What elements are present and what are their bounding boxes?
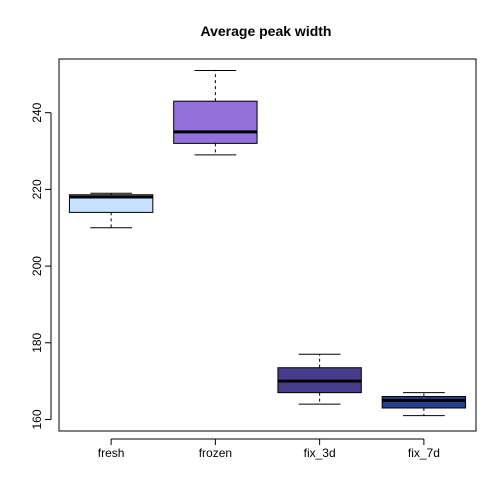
y-axis: 160 180 200 220 240 <box>30 102 52 430</box>
plot-frame <box>58 58 477 432</box>
y-tick-label: 200 <box>30 256 44 276</box>
chart-title: Average peak width <box>201 23 332 39</box>
iqr-box <box>68 194 154 213</box>
x-axis: fresh frozen fix_3d fix_7d <box>98 438 440 460</box>
box-fix_3d <box>277 353 362 405</box>
y-tick-label: 180 <box>30 332 44 352</box>
y-tick-label: 160 <box>30 409 44 429</box>
x-tick-label: fix_3d <box>304 446 336 460</box>
x-tick-label: fix_7d <box>408 446 440 460</box>
box-fresh <box>68 192 154 229</box>
iqr-box <box>381 395 467 409</box>
x-tick-label: fresh <box>98 446 125 460</box>
y-tick-label: 240 <box>30 102 44 122</box>
iqr-box <box>173 100 258 144</box>
y-tick-label: 220 <box>30 179 44 199</box>
box-fix_7d <box>381 392 467 417</box>
box-frozen <box>173 70 258 156</box>
x-tick-label: frozen <box>199 446 232 460</box>
boxes <box>68 70 467 417</box>
